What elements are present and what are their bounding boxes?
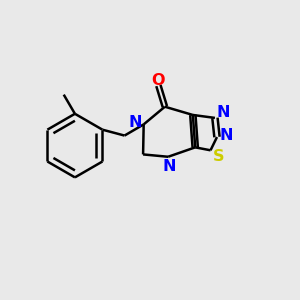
Text: N: N — [220, 128, 233, 143]
Text: O: O — [152, 73, 165, 88]
Text: N: N — [216, 104, 230, 119]
Text: N: N — [129, 116, 142, 130]
Text: N: N — [163, 159, 176, 174]
Text: S: S — [213, 149, 224, 164]
